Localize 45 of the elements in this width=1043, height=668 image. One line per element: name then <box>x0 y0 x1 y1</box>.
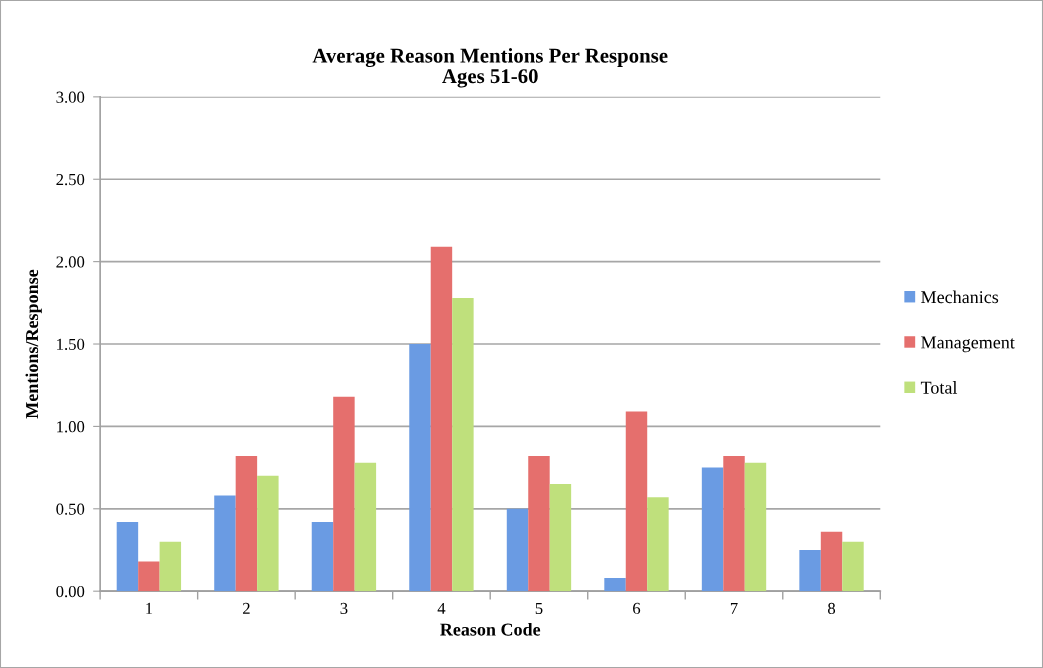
y-axis-title: Mentions/Response <box>25 269 42 419</box>
x-axis-title: Reason Code <box>440 622 541 636</box>
y-tick-label: 0.00 <box>56 585 85 598</box>
bar <box>506 508 529 592</box>
chart-title: Average Reason Mentions Per Response Ages 51-60 <box>312 48 668 88</box>
x-tick-label: 6 <box>633 602 641 615</box>
x-tick-label: 4 <box>437 602 446 614</box>
bar <box>549 484 572 592</box>
bar <box>625 411 648 592</box>
y-tick-label: 2.00 <box>56 256 85 268</box>
bar <box>842 541 864 592</box>
bar <box>647 497 669 592</box>
bar <box>820 531 843 592</box>
x-tick-label: 7 <box>730 602 738 614</box>
bar <box>138 561 160 592</box>
x-tick-label: 2 <box>242 602 250 614</box>
legend-label: Management <box>921 336 1015 353</box>
bar <box>235 456 258 592</box>
bar <box>701 467 724 592</box>
bar <box>333 396 355 592</box>
bar <box>354 462 377 592</box>
legend-label: Total <box>920 381 958 394</box>
y-tick-label: 0.50 <box>56 503 85 515</box>
x-tick-label: 1 <box>146 602 153 614</box>
bar <box>159 541 182 592</box>
bar <box>604 578 626 592</box>
y-tick-label: 1.00 <box>57 421 85 433</box>
bar <box>799 549 821 592</box>
y-tick-label: 2.50 <box>56 173 85 186</box>
bar <box>214 495 236 592</box>
x-tick-label: 3 <box>340 602 348 615</box>
bar <box>528 456 550 592</box>
bar <box>311 521 334 592</box>
bar <box>723 456 745 592</box>
bar <box>409 344 431 592</box>
bar <box>116 521 139 592</box>
bar <box>452 297 474 592</box>
y-tick-label: 3.00 <box>56 91 85 103</box>
bar <box>430 246 453 592</box>
y-tick-label: 1.50 <box>57 338 85 351</box>
legend-label: Mechanics <box>921 290 999 304</box>
bar <box>744 462 767 592</box>
bar <box>257 475 279 592</box>
x-tick-label: 8 <box>828 602 836 615</box>
x-tick-label: 5 <box>535 602 543 615</box>
